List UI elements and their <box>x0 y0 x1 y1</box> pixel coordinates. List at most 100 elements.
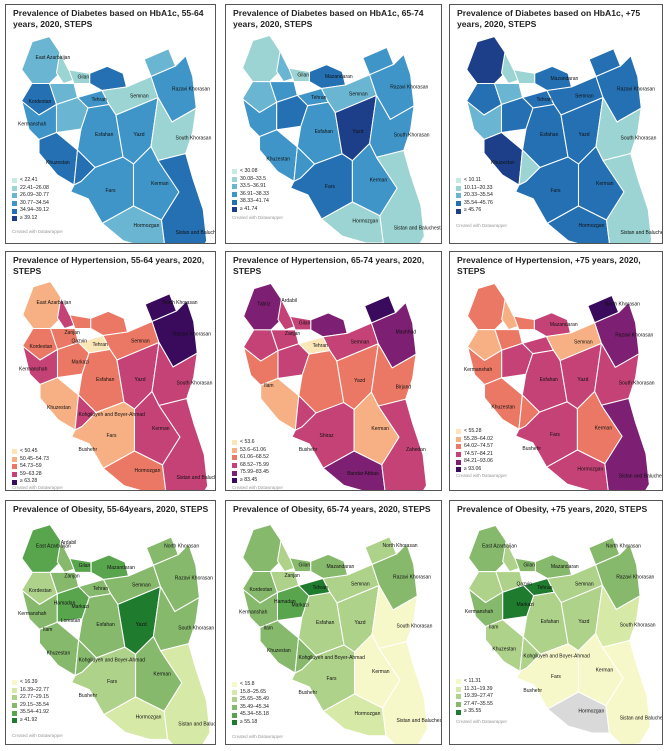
province-label: Razavi Khorasan <box>616 575 654 581</box>
province-label: Yazd <box>135 377 146 383</box>
legend-item: 16.39–22.77 <box>12 687 49 695</box>
province-label: Razavi Khorasan <box>173 332 211 338</box>
province-label: Semnan <box>132 583 151 589</box>
province-region <box>501 298 520 331</box>
map-layer <box>466 282 651 490</box>
province-label: Sistan and Baluchestan <box>621 230 664 236</box>
province-label: Zanjan <box>65 330 81 336</box>
legend-swatch <box>232 470 237 476</box>
province-label: Hormozgan <box>135 468 161 474</box>
legend-label: ≥ 35.55 <box>464 708 482 715</box>
province-label: Mazandaran <box>551 564 579 570</box>
legend-label: 34.94–39.12 <box>20 207 49 214</box>
province-region <box>48 82 79 106</box>
province-label: Tehran <box>313 343 329 349</box>
province-label: Ilam <box>489 624 498 630</box>
province-region <box>269 570 300 594</box>
legend-swatch <box>12 680 17 686</box>
choropleth-map: East Azarbaijan North Khorasan Zanjan Qazvi… <box>19 280 215 490</box>
province-region <box>495 571 524 593</box>
province-label: Bushehr <box>79 447 98 453</box>
province-label: Tehran <box>313 585 329 591</box>
province-label: North Khorasan <box>605 302 640 308</box>
province-label: Mazandaran <box>325 74 353 80</box>
map-panel-diab-75: Prevalence of Diabetes based on HbA1c, +… <box>449 4 663 244</box>
credit-text: Created with Datawrapper <box>232 734 284 739</box>
legend-item: ≥ 41.74 <box>232 206 269 214</box>
legend-item: < 15.8 <box>232 681 269 689</box>
legend-item: 34.94–39.12 <box>12 207 49 215</box>
province-label: Hormozgan <box>355 711 381 717</box>
province-label: Esfahan <box>315 129 334 135</box>
province-label: Razavi Khorasan <box>617 87 655 93</box>
province-label: Ilam <box>264 625 273 631</box>
province-label: Kordestan <box>29 588 52 594</box>
province-label: Khuzestan <box>46 160 70 166</box>
legend-swatch <box>232 440 237 446</box>
map-layer <box>467 524 652 744</box>
province-label: Kohgiluyeh and Boyer-Ahmad <box>79 657 146 663</box>
country-outline <box>20 523 212 744</box>
legend-item: 19.39–27.47 <box>456 693 493 701</box>
province-label: Yazd <box>577 377 588 383</box>
province-region <box>500 51 520 85</box>
province-label: Kerman <box>596 181 614 187</box>
province-region <box>276 539 296 573</box>
legend-label: 55.28–64.02 <box>464 435 493 442</box>
legend-swatch <box>456 444 461 450</box>
country-outline <box>241 523 429 744</box>
province-region <box>465 35 510 85</box>
province-region <box>493 82 524 106</box>
province-label: Zanjan <box>285 573 301 579</box>
panel-title: Prevalence of Hypertension, 65-74 years,… <box>233 255 425 276</box>
legend-label: 27.47–35.55 <box>464 700 493 707</box>
legend-label: 16.39–22.77 <box>20 686 49 693</box>
map-layer <box>465 35 653 243</box>
legend-item: ≥ 45.76 <box>456 207 493 215</box>
legend-swatch <box>12 479 17 485</box>
legend-item: 22.77–29.15 <box>12 694 49 702</box>
province-label: Razavi Khorasan <box>390 85 428 91</box>
province-label: Kerman <box>152 426 170 432</box>
legend-item: ≥ 55.18 <box>232 719 269 727</box>
credit-text: Created with Datawrapper <box>456 719 508 724</box>
legend-item: 15.8–25.65 <box>232 689 269 697</box>
province-label: Sistan and Baluchestan <box>394 226 442 232</box>
legend-swatch <box>12 201 17 207</box>
legend-label: 53.6–61.06 <box>240 446 266 453</box>
legend-item: 64.02–74.57 <box>456 443 493 451</box>
legend-label: 59–63.28 <box>20 470 42 477</box>
choropleth-map: Mazandaran Tehran Semnan Razavi Khorasan Esf… <box>465 35 664 243</box>
legend: < 30.08 30.08–33.5 33.5–36.91 36.91–38.33 38… <box>232 168 269 214</box>
legend: < 10.11 10.11–20.33 20.33–35.54 35.54–45.76… <box>456 177 493 215</box>
province-label: Ardabil <box>61 540 77 546</box>
legend: < 22.41 22.41–26.08 26.09–30.77 30.77–34.54… <box>12 177 49 223</box>
legend-swatch <box>456 185 461 191</box>
legend-item: < 55.28 <box>456 428 493 436</box>
legend-swatch <box>12 718 17 724</box>
province-label: Ilam <box>43 627 52 633</box>
legend-label: ≥ 55.18 <box>240 718 258 725</box>
legend-label: ≥ 41.74 <box>240 205 258 212</box>
province-label: Tehran <box>92 97 108 103</box>
legend-label: < 30.08 <box>240 168 258 174</box>
legend-label: 30.08–33.5 <box>240 175 266 182</box>
province-label: South Khorasan <box>394 133 430 139</box>
province-label: Markazi <box>517 602 535 608</box>
province-label: Gilan <box>79 563 91 569</box>
map-panel-hyp-55: Prevalence of Hypertension, 55-64 years,… <box>5 251 216 491</box>
province-region <box>269 81 298 103</box>
legend-label: ≥ 41.92 <box>20 716 38 723</box>
map-panel-hyp-75: Prevalence of Hypertension, +75 years, 2… <box>449 251 663 491</box>
legend-swatch <box>12 703 17 709</box>
province-label: Shiraz <box>320 433 335 439</box>
province-label: Qazvin <box>517 581 533 587</box>
legend-item: 35.49–45.34 <box>232 704 269 712</box>
legend-item: 25.65–35.49 <box>232 696 269 704</box>
province-label: Mazandaran <box>327 564 355 570</box>
legend-label: < 16.39 <box>20 679 38 685</box>
province-label: Kermanshah <box>464 367 493 373</box>
province-label: Sistan and Baluchestan <box>176 230 217 236</box>
legend-label: 29.15–35.54 <box>20 701 49 708</box>
legend-swatch <box>12 208 17 214</box>
